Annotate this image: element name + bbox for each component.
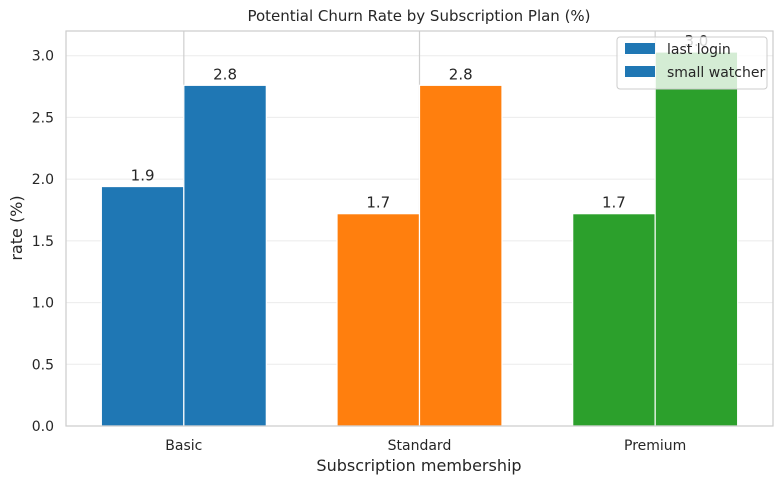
x-tick-label: Premium: [624, 438, 686, 454]
y-tick-label: 2.5: [32, 110, 54, 126]
x-axis-ticks: Basic Standard Premium: [165, 438, 686, 454]
legend: last login small watcher: [616, 36, 768, 90]
y-axis-title: rate (%): [7, 195, 26, 260]
y-tick-label: 3.0: [32, 49, 54, 65]
bar-small-watcher-basic: [183, 84, 267, 427]
legend-label-small-watcher: small watcher: [667, 65, 765, 81]
bar-last-login-basic: [100, 185, 185, 427]
data-label: 2.8: [449, 65, 473, 83]
data-label: 1.7: [366, 194, 390, 212]
bar-last-login-standard: [336, 213, 421, 427]
y-tick-label: 2.0: [32, 172, 54, 188]
bar-small-watcher-standard: [418, 84, 503, 427]
bar-small-watcher-premium: [654, 51, 739, 427]
chart-title: Potential Churn Rate by Subscription Pla…: [247, 7, 590, 25]
data-labels: 1.91.71.72.82.83.0: [131, 32, 709, 212]
y-tick-label: 0.0: [32, 419, 54, 435]
data-label: 2.8: [213, 65, 237, 83]
y-tick-label: 0.5: [32, 357, 54, 373]
x-tick-label: Basic: [165, 438, 202, 454]
legend-swatch-last-login: [625, 43, 655, 54]
legend-swatch-small-watcher: [625, 66, 655, 77]
legend-label-last-login: last login: [667, 42, 731, 58]
plot-frame: [65, 30, 774, 427]
x-axis-title: Subscription membership: [316, 456, 521, 475]
y-axis-ticks: 0.0 0.5 1.0 1.5 2.0 2.5 3.0: [32, 49, 54, 435]
y-tick-label: 1.5: [32, 234, 54, 250]
x-tick-label: Standard: [388, 438, 452, 454]
y-tick-label: 1.0: [32, 296, 54, 312]
data-label: 1.9: [131, 167, 155, 185]
bar-last-login-premium: [572, 213, 656, 427]
data-label: 1.7: [602, 194, 626, 212]
bars: [100, 51, 739, 427]
